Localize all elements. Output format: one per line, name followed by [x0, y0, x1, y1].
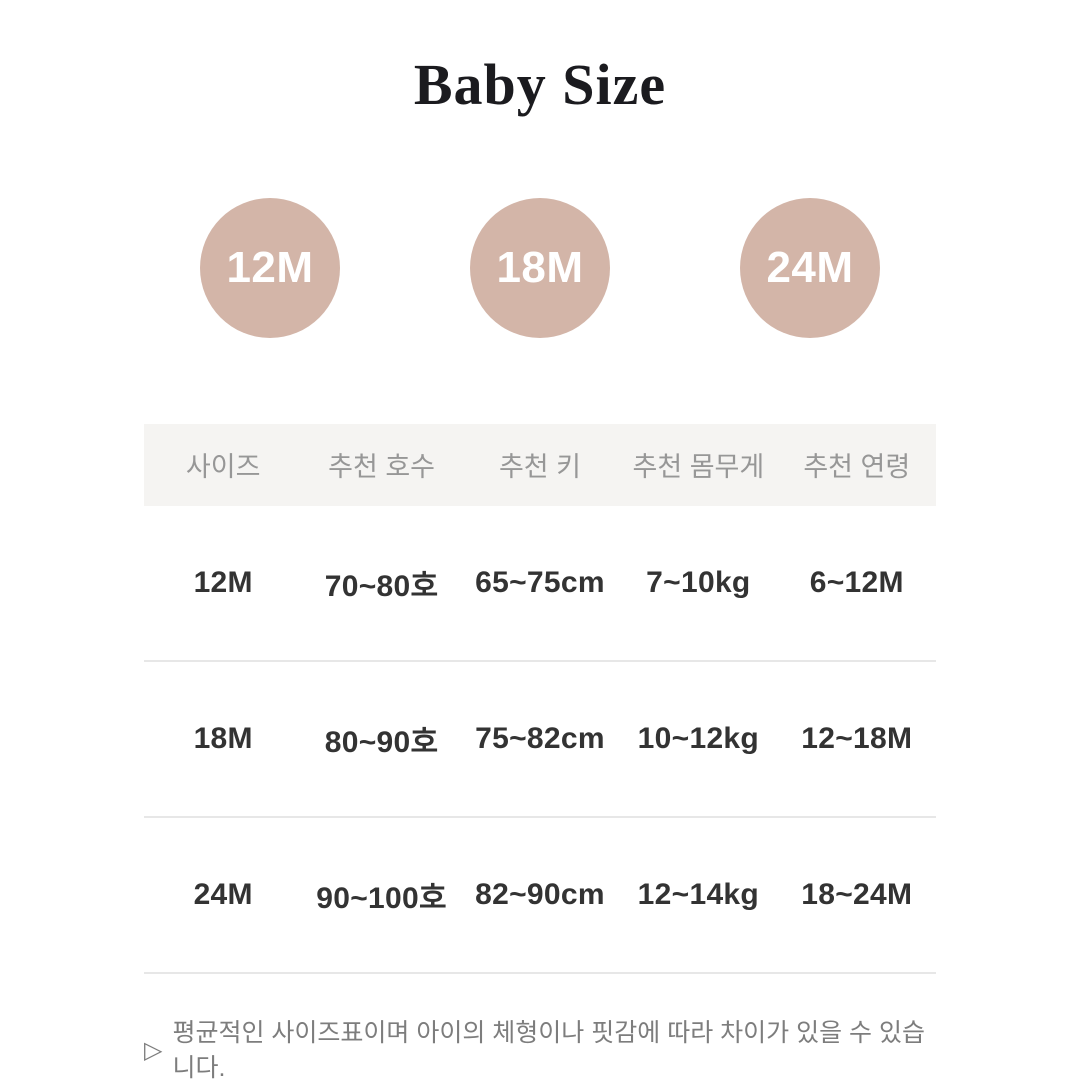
cell-height: 65~75cm: [460, 505, 620, 662]
cell-size: 12M: [144, 505, 303, 662]
size-table: 사이즈 추천 호수 추천 키 추천 몸무게 추천 연령 12M 70~80호 6…: [144, 423, 936, 974]
size-badge-18m: 18M: [470, 197, 610, 338]
header-recommended-number: 추천 호수: [302, 423, 461, 506]
size-badge-label: 24M: [766, 242, 854, 292]
cell-weight: 10~12kg: [619, 660, 778, 818]
header-recommended-height: 추천 키: [460, 423, 620, 506]
table-row: 12M 70~80호 65~75cm 7~10kg 6~12M: [144, 505, 936, 662]
size-badge-label: 12M: [226, 242, 314, 292]
cell-number: 90~100호: [302, 816, 461, 974]
table-row: 24M 90~100호 82~90cm 12~14kg 18~24M: [144, 816, 936, 974]
header-recommended-age: 추천 연령: [777, 423, 936, 506]
triangle-right-icon: ▷: [144, 1036, 163, 1064]
table-header-row: 사이즈 추천 호수 추천 키 추천 몸무게 추천 연령: [144, 423, 936, 506]
size-badges: 12M 18M 24M: [0, 197, 1080, 338]
cell-age: 12~18M: [777, 660, 936, 818]
size-badge-24m: 24M: [740, 197, 880, 338]
cell-height: 82~90cm: [460, 816, 620, 974]
size-badge-label: 18M: [496, 242, 584, 292]
cell-size: 24M: [144, 816, 303, 974]
header-size: 사이즈: [144, 423, 303, 506]
cell-height: 75~82cm: [460, 660, 620, 818]
size-table-body: 12M 70~80호 65~75cm 7~10kg 6~12M 18M 80~9…: [144, 505, 936, 974]
cell-age: 18~24M: [777, 816, 936, 974]
cell-age: 6~12M: [777, 505, 936, 662]
header-recommended-weight: 추천 몸무게: [619, 423, 778, 506]
note-text: 평균적인 사이즈표이며 아이의 체형이나 핏감에 따라 차이가 있을 수 있습니…: [172, 1018, 925, 1080]
size-badge-12m: 12M: [200, 197, 340, 338]
size-guide-note: ▷ 평균적인 사이즈표이며 아이의 체형이나 핏감에 따라 차이가 있을 수 있…: [144, 1016, 936, 1080]
page-title: Baby Size: [413, 52, 667, 117]
table-row: 18M 80~90호 75~82cm 10~12kg 12~18M: [144, 660, 936, 818]
size-table-header: 사이즈 추천 호수 추천 키 추천 몸무게 추천 연령: [144, 423, 936, 506]
cell-weight: 12~14kg: [619, 816, 778, 974]
cell-number: 80~90호: [302, 660, 461, 818]
cell-number: 70~80호: [302, 505, 461, 662]
cell-weight: 7~10kg: [619, 505, 778, 662]
cell-size: 18M: [144, 660, 303, 818]
